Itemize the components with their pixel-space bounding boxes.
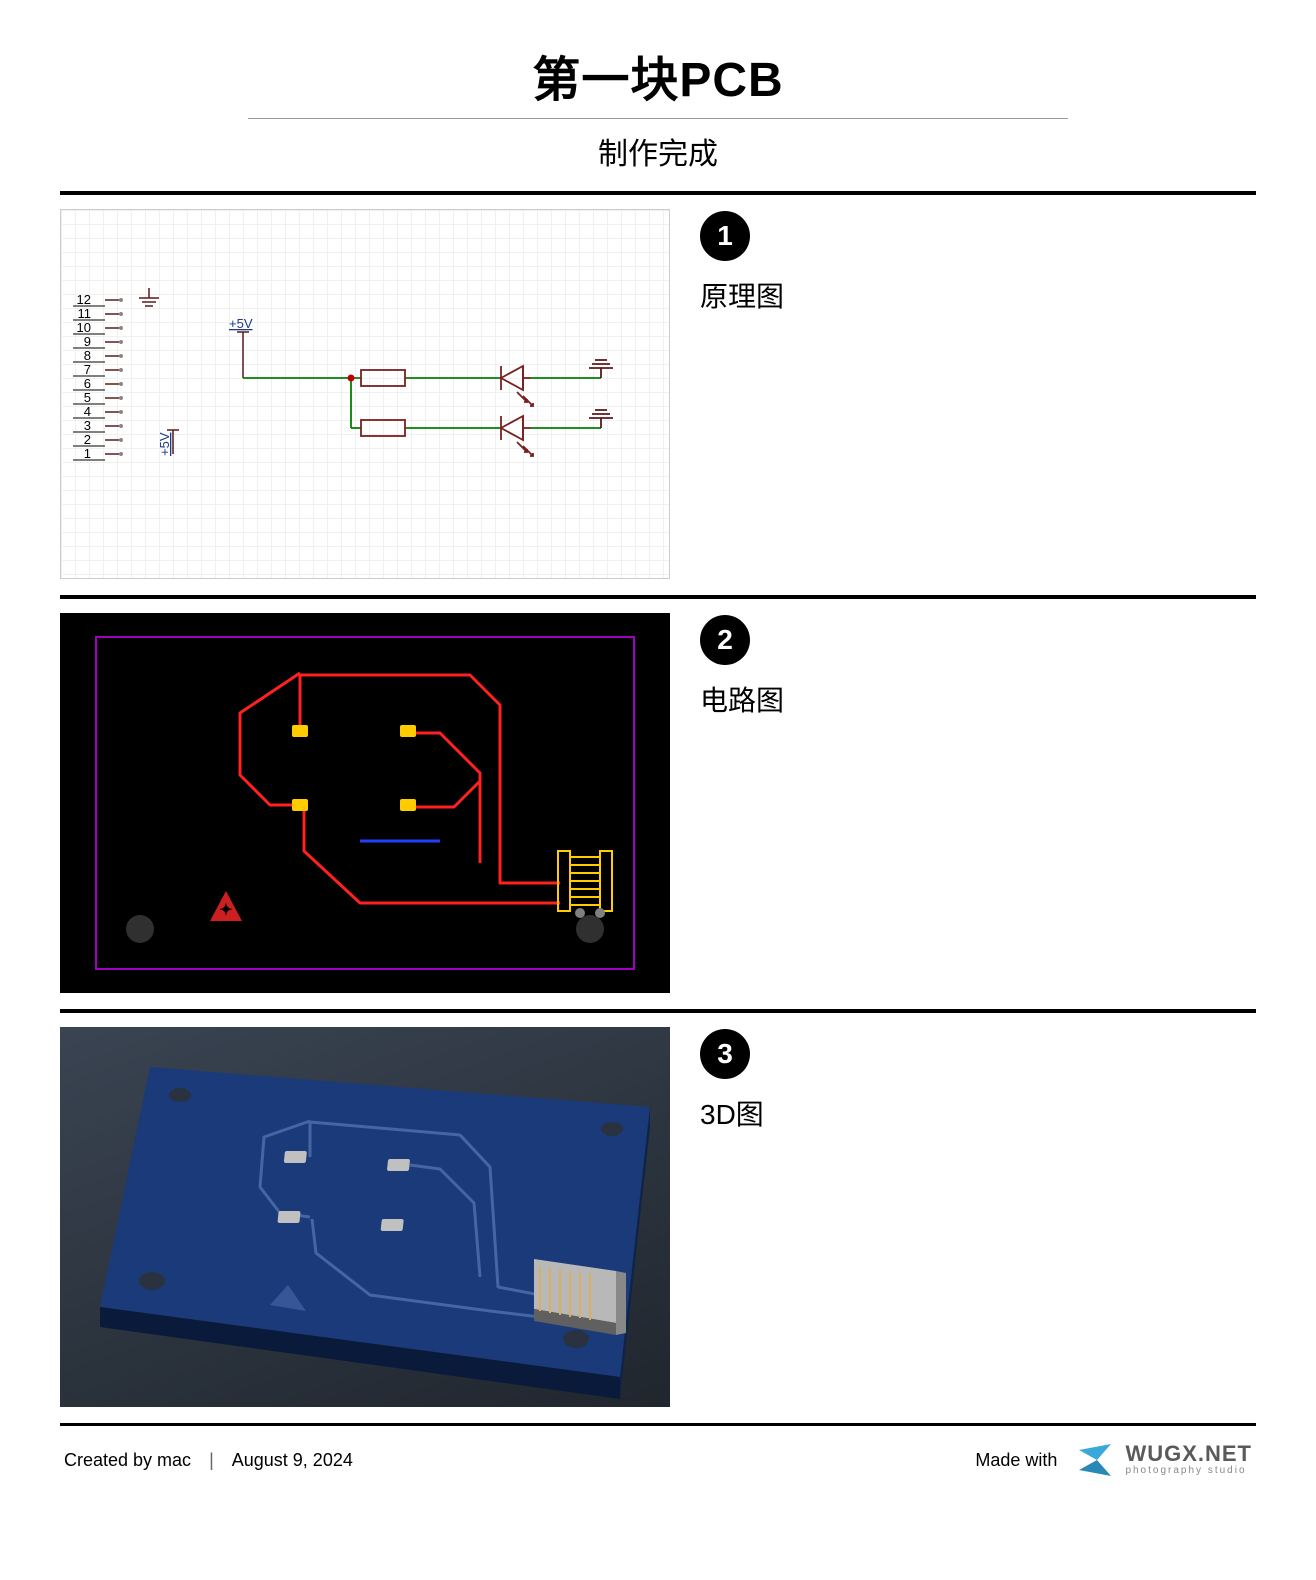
section-3d: 3 3D图 [60,1027,1256,1407]
page-title: 第一块PCB [60,40,1256,110]
footer-date: August 9, 2024 [232,1450,353,1471]
logo-text-main: WUGX.NET [1125,1443,1252,1465]
logo-icon [1075,1440,1115,1480]
section-divider [60,595,1256,599]
logo-text-sub: photography studio [1125,1465,1252,1477]
section-number-badge: 3 [700,1029,750,1079]
svg-text:✦: ✦ [219,902,232,919]
title-divider [248,118,1068,119]
section-number-badge: 2 [700,615,750,665]
footer: Created by mac | August 9, 2024 Made wit… [60,1440,1256,1480]
footer-created-by: Created by mac [64,1450,191,1471]
section-label-text: 电路图 [700,679,784,719]
pin-label: 2 [84,432,91,447]
threed-image [60,1027,670,1407]
section-divider [60,1009,1256,1013]
pin-label: 7 [84,362,91,377]
section-number-badge: 1 [700,211,750,261]
pin-label: 5 [84,390,91,405]
footer-separator: | [209,1450,214,1471]
pin-label: 12 [77,292,91,307]
pin-label: 10 [77,320,91,335]
section-pcb: ✦ 2 电路图 [60,613,1256,993]
pin-label: 11 [78,306,92,321]
section-schematic: 12 11 10 9 8 7 6 5 4 3 2 1 [60,209,1256,579]
pin-label: 6 [84,376,91,391]
header-heavy-rule [60,191,1256,195]
pin-label: 9 [84,334,91,349]
pin-label: 8 [84,348,91,363]
power-label-side: +5V [157,432,172,456]
footer-rule [60,1423,1256,1426]
page-subtitle: 制作完成 [60,129,1256,173]
section-label-text: 3D图 [700,1093,764,1133]
pin-label: 4 [84,404,91,419]
power-label-top: +5V [229,316,253,331]
footer-made-with: Made with [975,1450,1057,1471]
pin-label: 3 [84,418,91,433]
pin-label: 1 [84,446,91,461]
pcb-image: ✦ [60,613,670,993]
footer-logo: WUGX.NET photography studio [1075,1440,1252,1480]
section-label-text: 原理图 [700,275,784,315]
schematic-image: 12 11 10 9 8 7 6 5 4 3 2 1 [60,209,670,579]
